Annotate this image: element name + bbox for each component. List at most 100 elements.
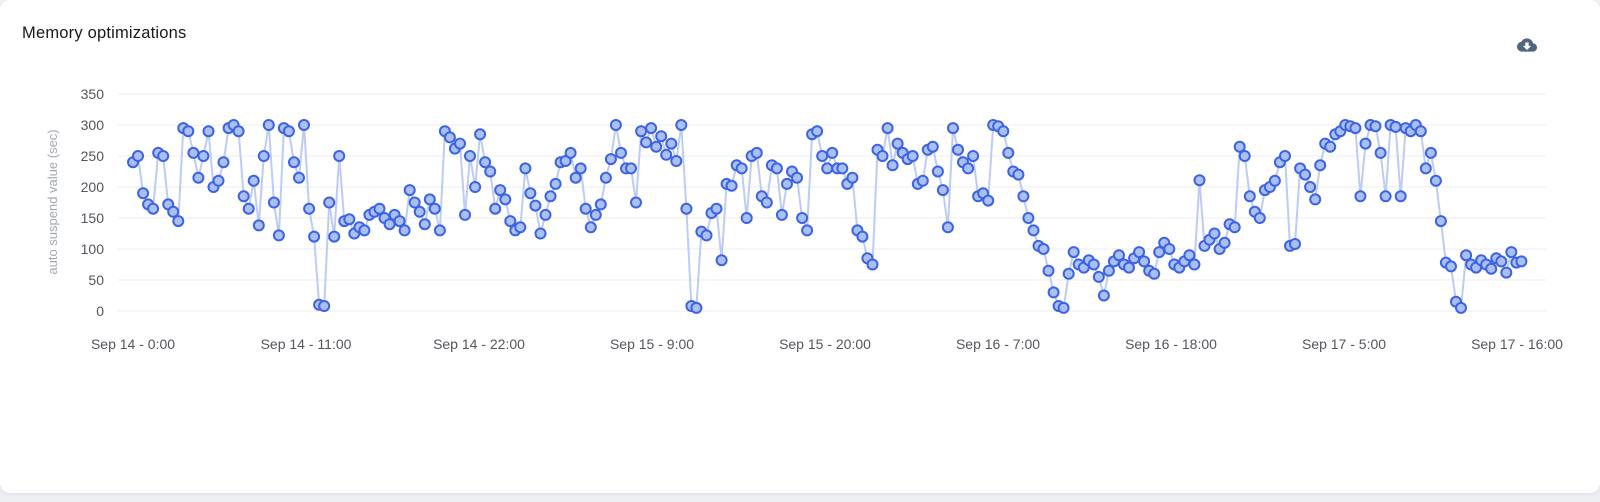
data-point [665, 137, 678, 150]
download-button[interactable] [1512, 32, 1542, 58]
data-point [630, 196, 642, 209]
data-point [710, 202, 723, 215]
x-tick-label: Sep 17 - 5:00 [1302, 336, 1386, 352]
data-point [499, 193, 512, 206]
data-point [599, 171, 612, 184]
data-point [1047, 286, 1060, 299]
data-point [866, 258, 879, 271]
data-point [604, 153, 617, 166]
data-point [1037, 243, 1050, 255]
data-point [740, 212, 753, 224]
data-point [645, 122, 658, 135]
data-point [373, 202, 386, 215]
data-point [700, 229, 713, 242]
y-tick-label: 0 [96, 303, 104, 319]
data-point [494, 184, 507, 197]
data-point [514, 221, 527, 234]
panel-header: Memory optimizations [0, 0, 1600, 60]
data-point [187, 146, 200, 159]
data-point [821, 162, 834, 175]
data-point [1218, 236, 1231, 249]
data-point [584, 221, 597, 234]
data-point [760, 196, 773, 209]
data-point [298, 119, 310, 131]
data-point [358, 224, 371, 237]
data-point [484, 165, 497, 178]
data-point [413, 205, 426, 218]
data-point [1455, 301, 1467, 314]
data-point [1429, 174, 1442, 187]
data-point [1268, 174, 1281, 187]
data-point [1188, 258, 1201, 271]
data-point [534, 227, 547, 240]
data-point [443, 131, 456, 144]
data-point [197, 150, 210, 162]
data-point [931, 165, 944, 178]
data-point [1193, 174, 1206, 187]
y-tick-label: 100 [81, 241, 105, 257]
data-point [781, 177, 793, 190]
data-point [1148, 267, 1161, 280]
data-point [1495, 255, 1508, 268]
data-point [1369, 120, 1382, 133]
y-tick-label: 300 [81, 117, 105, 133]
data-point [323, 196, 336, 209]
data-point [1434, 215, 1447, 228]
data-point [282, 125, 295, 138]
data-point [1304, 181, 1317, 193]
data-point [1163, 243, 1176, 255]
x-tick-label: Sep 14 - 0:00 [91, 336, 175, 352]
data-point [262, 119, 275, 131]
data-point [464, 150, 476, 162]
data-point [836, 162, 849, 175]
data-point [936, 184, 949, 197]
panel-title: Memory optimizations [22, 24, 187, 42]
data-point [408, 196, 421, 209]
data-point [247, 174, 260, 187]
data-point [393, 215, 406, 228]
data-point [1485, 262, 1498, 275]
x-tick-label: Sep 15 - 9:00 [610, 336, 694, 352]
data-point [640, 136, 653, 149]
data-point [962, 162, 975, 175]
data-point [1324, 140, 1337, 153]
data-point [1183, 249, 1196, 262]
data-point [926, 140, 939, 153]
data-point [675, 119, 688, 131]
data-point [1228, 221, 1241, 234]
data-point [1233, 140, 1246, 153]
data-point [1379, 190, 1392, 203]
data-point [670, 155, 683, 167]
data-point [1113, 249, 1125, 262]
data-point [846, 171, 859, 184]
cloud-download-icon [1517, 38, 1537, 52]
x-tick-label: Sep 15 - 20:00 [779, 336, 871, 352]
data-point [1017, 190, 1030, 203]
data-point [1208, 227, 1221, 240]
data-point [1123, 261, 1135, 274]
data-point [1289, 238, 1301, 250]
data-point [288, 156, 300, 169]
data-point [157, 150, 170, 162]
data-point [252, 219, 265, 232]
data-point [459, 208, 471, 221]
data-point [680, 202, 693, 215]
data-point [690, 301, 703, 314]
data-point [267, 196, 280, 209]
data-point [212, 174, 225, 187]
data-point [574, 162, 587, 175]
data-point [192, 171, 205, 184]
data-point [418, 218, 431, 231]
data-point [1042, 264, 1055, 277]
data-point [891, 137, 904, 150]
data-point [132, 150, 144, 162]
data-point [791, 171, 803, 184]
data-point [1002, 146, 1015, 159]
data-point [1022, 212, 1035, 224]
data-point [1505, 246, 1518, 259]
data-point [328, 230, 341, 243]
x-tick-label: Sep 14 - 11:00 [261, 336, 352, 352]
data-point [876, 150, 889, 162]
y-tick-label: 250 [81, 148, 105, 164]
data-point [529, 199, 542, 212]
